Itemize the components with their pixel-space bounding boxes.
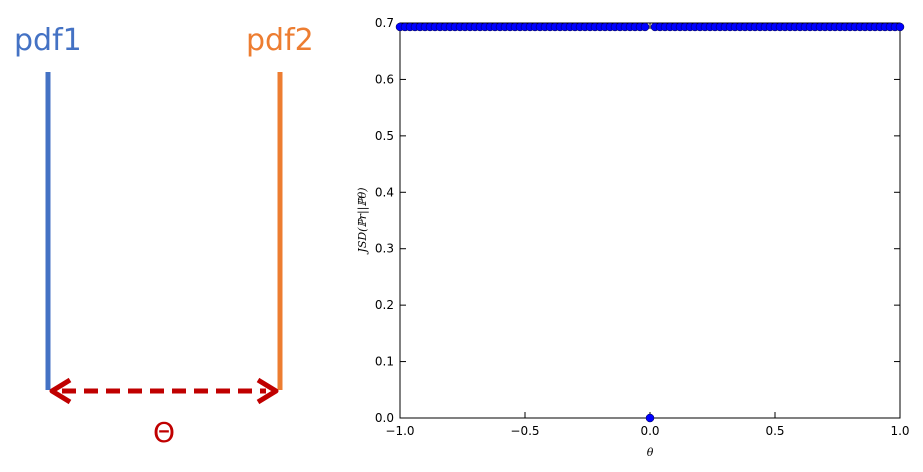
y-tick-label: 0.2: [375, 298, 394, 312]
y-tick-label: 0.3: [375, 242, 394, 256]
x-axis-label: θ: [647, 446, 654, 459]
pdf2-label: pdf2: [246, 23, 314, 58]
y-tick-label: 0.4: [375, 185, 394, 199]
y-tick-label: 0.1: [375, 355, 394, 369]
data-point: [645, 413, 655, 423]
data-points: [395, 22, 905, 423]
theta-arrow-left-head: [49, 377, 72, 405]
x-tick-label: −1.0: [385, 424, 414, 438]
x-tick-label: 1.0: [890, 424, 909, 438]
y-axis-label: JSD(ℙr||ℙθ): [356, 187, 370, 254]
pdf1-label: pdf1: [14, 23, 82, 58]
axis-ticks: −1.0 −0.5 0.0 0.5 1.0 0.0 0.1 0.2 0.3 0.4 0.5 0.6 0.…: [375, 16, 910, 438]
x-tick-label: 0.0: [640, 424, 659, 438]
y-tick-label: 0.7: [375, 16, 394, 30]
y-tick-label: 0.5: [375, 129, 394, 143]
x-tick-label: −0.5: [510, 424, 539, 438]
pdf-diagram: pdf1 pdf2 Θ: [14, 23, 314, 449]
plot-frame: [399, 22, 901, 419]
data-point: [640, 22, 650, 32]
jsd-chart: −1.0 −0.5 0.0 0.5 1.0 0.0 0.1 0.2 0.3 0.4 0.5 0.6 0.…: [356, 16, 910, 459]
y-tick-label: 0.6: [375, 72, 394, 86]
x-tick-label: 0.5: [765, 424, 784, 438]
theta-label: Θ: [153, 416, 175, 449]
y-tick-label: 0.0: [375, 411, 394, 425]
data-point: [895, 22, 905, 32]
theta-arrow-right-head: [256, 377, 279, 405]
